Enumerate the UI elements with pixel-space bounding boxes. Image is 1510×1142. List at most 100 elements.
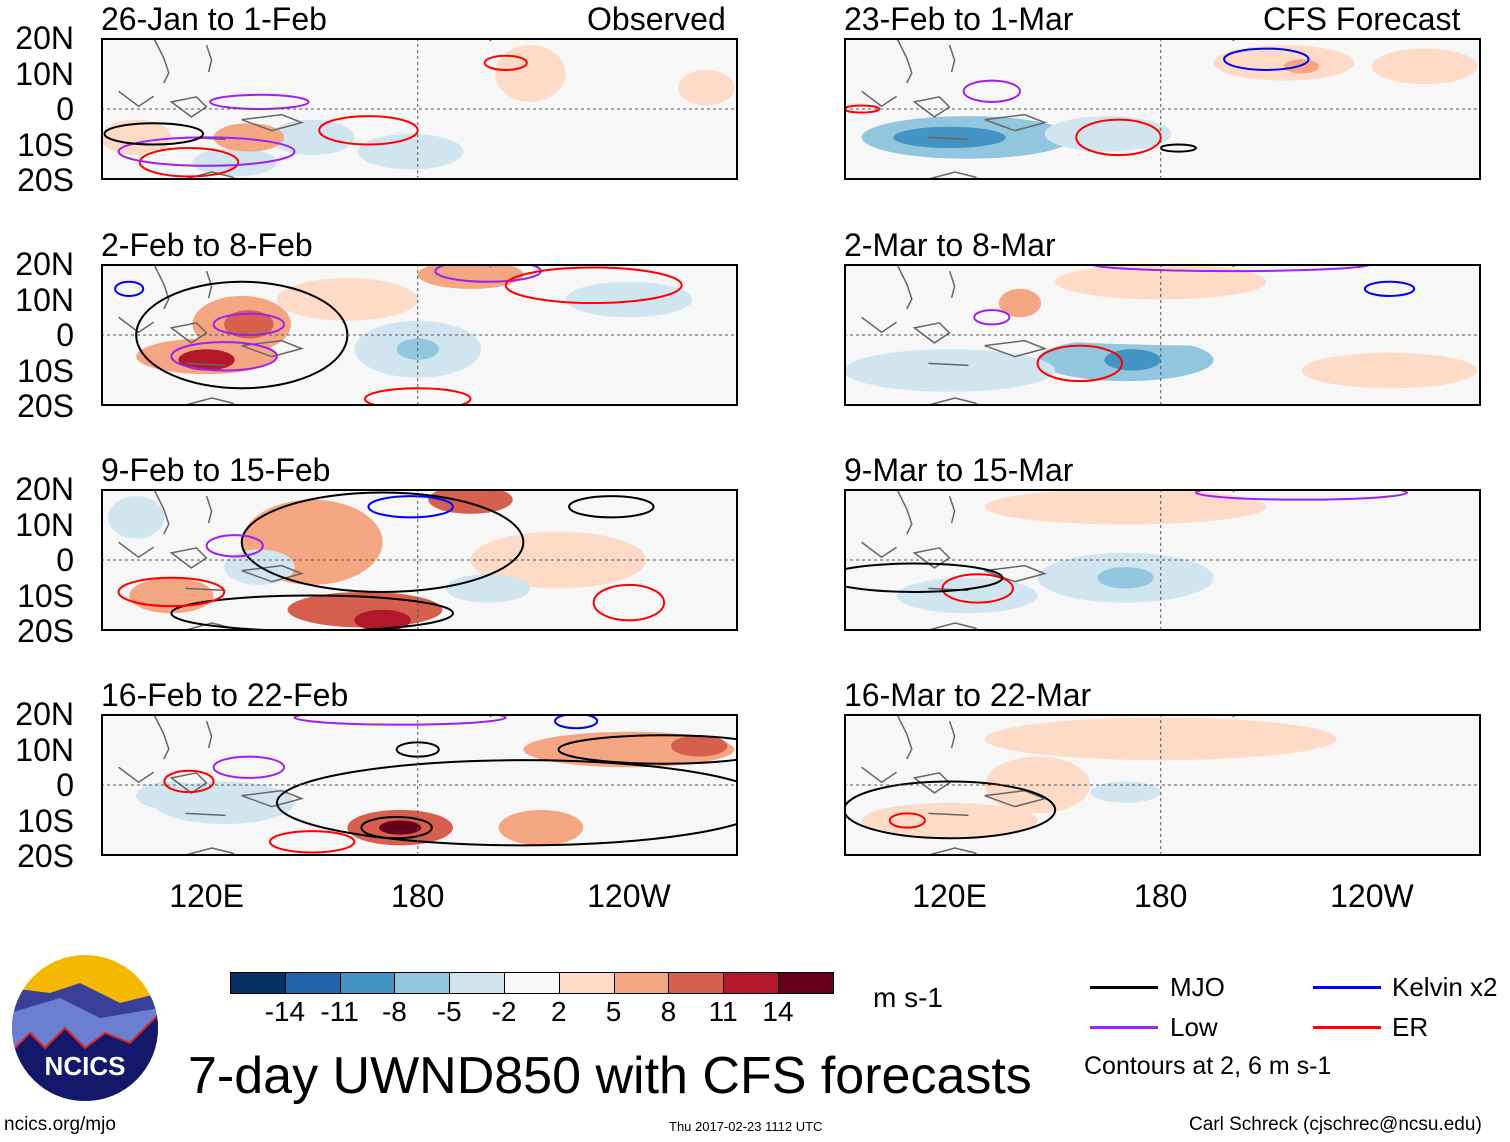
colorbar-bin — [613, 972, 670, 994]
low-contour — [293, 714, 507, 726]
er-contour — [268, 830, 356, 854]
legend-er: ER — [1392, 1012, 1429, 1042]
lat-label: 20S — [17, 388, 74, 424]
er-contour — [163, 769, 215, 794]
legend-er-line — [1313, 1026, 1381, 1029]
anomaly-fill — [1301, 352, 1478, 389]
anomaly-fill — [101, 119, 172, 156]
anomaly-fill — [495, 45, 566, 102]
lon-label: 120W — [587, 878, 671, 914]
panel-title: 9-Mar to 15-Mar — [844, 452, 1074, 488]
map-panel — [101, 489, 738, 631]
coastline — [118, 264, 492, 406]
kelvin-contour — [1363, 280, 1416, 297]
colorbar-bin — [778, 972, 834, 994]
kelvin-contour — [1223, 47, 1310, 71]
er-contour — [504, 266, 683, 305]
anomaly-fill — [861, 802, 1038, 839]
anomaly-fill — [678, 69, 735, 106]
kelvin-contour — [554, 714, 599, 730]
anomaly-fill — [213, 123, 285, 152]
lat-label: 0 — [56, 91, 74, 127]
low-contour — [1089, 264, 1373, 273]
low-contour — [170, 341, 278, 372]
kelvin-contour — [114, 280, 145, 297]
colorbar-tick: 2 — [551, 996, 567, 1027]
lat-label: 20N — [15, 246, 74, 282]
anomaly-fill — [1213, 45, 1355, 81]
panel-frame — [844, 489, 1481, 631]
low-contour — [117, 136, 296, 167]
panel-title: 26-Jan to 1-Feb — [101, 1, 327, 37]
er-contour — [1036, 344, 1124, 383]
legend-kelvin: Kelvin x2 — [1392, 972, 1498, 1002]
panel-frame — [101, 489, 738, 631]
map-panel — [101, 38, 738, 180]
kelvin-contour — [367, 495, 454, 519]
legend-mjo: MJO — [1170, 972, 1225, 1002]
panel-frame — [101, 714, 738, 856]
timestamp: Thu 2017-02-23 1112 UTC — [669, 1119, 823, 1134]
colorbar-tick: -2 — [491, 996, 517, 1027]
mjo-contour — [844, 562, 1004, 593]
low-contour — [1194, 489, 1409, 501]
mjo-contour — [557, 734, 738, 765]
figure-title: 7-day UWND850 with CFS forecasts — [188, 1047, 1032, 1105]
low-contour — [973, 309, 1011, 326]
map-panel — [844, 714, 1481, 856]
anomaly-fill — [896, 577, 1038, 614]
mjo-contour — [103, 122, 205, 146]
anomaly-fill — [671, 735, 728, 757]
coastline — [861, 714, 1235, 856]
lon-label: 180 — [391, 878, 445, 914]
anomaly-fill — [108, 496, 165, 539]
anomaly-fill — [357, 133, 464, 170]
anomaly-fill — [984, 489, 1267, 525]
anomaly-fill — [1055, 264, 1267, 300]
coastline — [118, 489, 492, 631]
anomaly-fill — [312, 742, 524, 793]
lat-label: 20S — [17, 838, 74, 874]
lon-label: 180 — [1134, 878, 1188, 914]
colorbar-tick: -5 — [436, 996, 462, 1027]
colorbar-bin — [394, 972, 451, 994]
panel-frame — [844, 264, 1481, 406]
colorbar-bin — [449, 972, 505, 994]
observed-header: Observed — [587, 1, 726, 37]
colorbar-bin — [504, 972, 560, 994]
lat-label: 10N — [15, 731, 74, 768]
colorbar-tick: 8 — [660, 996, 677, 1027]
coastline — [861, 264, 1235, 406]
lat-label: 10S — [17, 577, 74, 614]
colorbar-tick: -14 — [264, 996, 306, 1027]
legend-kelvin-line — [1313, 986, 1381, 989]
panel-frame — [844, 714, 1481, 856]
colorbar-bin — [558, 972, 615, 994]
anomaly-fill — [1097, 567, 1154, 589]
colorbar-tick: -11 — [320, 996, 359, 1027]
lat-label: 20N — [15, 471, 74, 507]
map-panel — [844, 38, 1481, 180]
low-contour — [212, 312, 286, 336]
lon-label: 120W — [1330, 878, 1414, 914]
anomaly-fill — [136, 781, 207, 810]
panel-title: 9-Feb to 15-Feb — [101, 452, 331, 488]
coastline — [118, 714, 492, 856]
anomaly-fill — [445, 574, 531, 603]
mjo-contour — [170, 594, 454, 631]
colorbar-bin — [284, 972, 341, 994]
anomaly-fill — [224, 310, 274, 339]
mjo-contour — [240, 491, 525, 593]
map-panel — [101, 264, 738, 406]
lat-label: 20S — [17, 162, 74, 198]
panel-title: 23-Feb to 1-Mar — [844, 1, 1074, 37]
anomaly-fill — [1044, 116, 1172, 152]
site-link[interactable]: ncics.org/mjo — [4, 1114, 116, 1135]
colorbar-tick: 11 — [708, 996, 738, 1027]
lat-label: 10S — [17, 126, 74, 163]
lon-label: 120E — [912, 878, 987, 914]
anomaly-fill — [844, 349, 1056, 392]
panel-frame — [101, 38, 738, 180]
mjo-contour — [844, 780, 1057, 840]
